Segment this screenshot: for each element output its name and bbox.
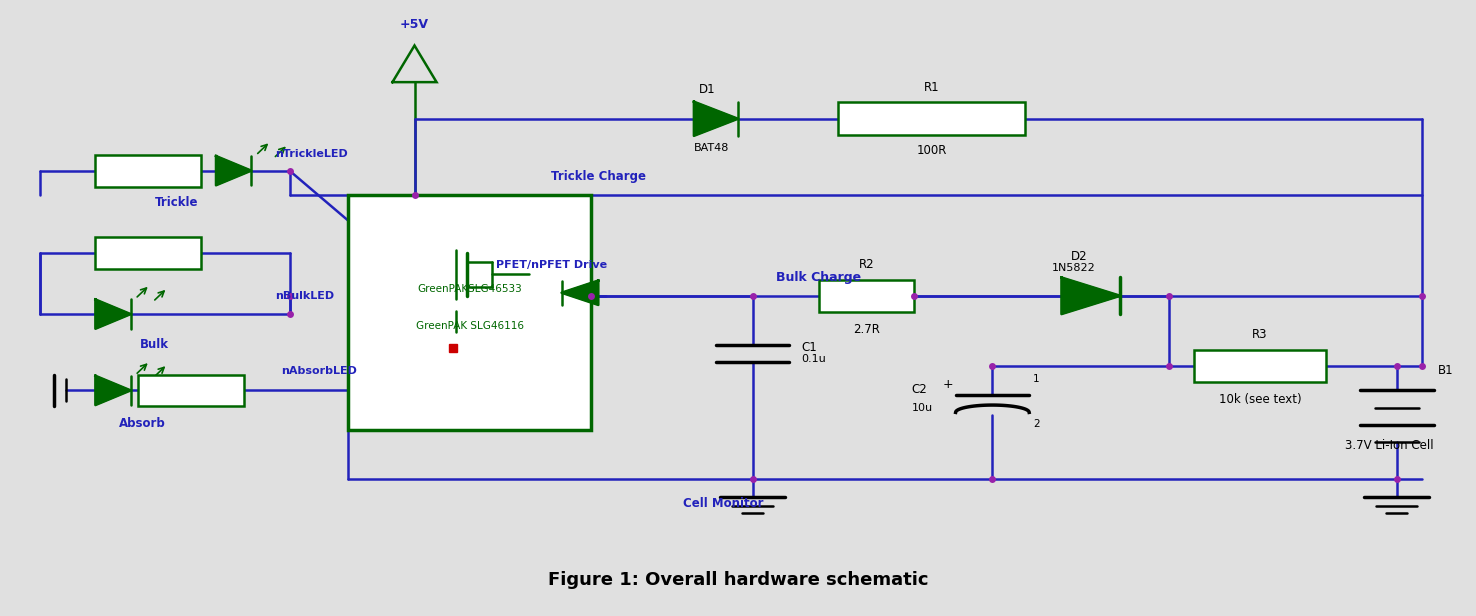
- Text: R1: R1: [924, 81, 939, 94]
- Text: Trickle: Trickle: [155, 196, 198, 209]
- Polygon shape: [1061, 277, 1120, 314]
- Polygon shape: [561, 280, 598, 305]
- Bar: [139, 375, 244, 407]
- Text: nAbsorbLED: nAbsorbLED: [280, 366, 357, 376]
- Text: 1N5822: 1N5822: [1051, 263, 1095, 274]
- Text: Absorb: Absorb: [120, 418, 165, 431]
- Polygon shape: [215, 156, 251, 185]
- Text: nBulkLED: nBulkLED: [275, 291, 334, 301]
- Text: 3.7V Li-Ion Cell: 3.7V Li-Ion Cell: [1345, 439, 1433, 452]
- Text: Cell Monitor: Cell Monitor: [683, 497, 763, 510]
- Text: 2.7R: 2.7R: [853, 323, 880, 336]
- Text: 2: 2: [1033, 419, 1039, 429]
- Text: C1: C1: [801, 341, 818, 354]
- Text: R3: R3: [1252, 328, 1268, 341]
- Bar: [96, 237, 201, 269]
- Polygon shape: [96, 299, 131, 329]
- Text: 1: 1: [1033, 375, 1039, 384]
- Polygon shape: [694, 102, 738, 136]
- Text: Bulk: Bulk: [140, 338, 168, 351]
- Text: 0.1u: 0.1u: [801, 354, 827, 363]
- Bar: [819, 280, 915, 312]
- Text: B1: B1: [1438, 365, 1454, 378]
- Text: BAT48: BAT48: [694, 143, 729, 153]
- Text: GreenPAKSLG46533: GreenPAKSLG46533: [418, 285, 523, 294]
- Text: Trickle Charge: Trickle Charge: [551, 170, 646, 183]
- Text: +5V: +5V: [400, 18, 430, 31]
- Bar: [96, 155, 201, 187]
- Text: nTrickleLED: nTrickleLED: [275, 148, 348, 158]
- Text: Figure 1: Overall hardware schematic: Figure 1: Overall hardware schematic: [548, 570, 928, 589]
- Text: 10k (see text): 10k (see text): [1219, 393, 1302, 406]
- Bar: [348, 195, 590, 430]
- Text: GreenPAK SLG46116: GreenPAK SLG46116: [416, 321, 524, 331]
- Polygon shape: [96, 376, 131, 405]
- Text: 10u: 10u: [912, 402, 933, 413]
- Text: Bulk Charge: Bulk Charge: [776, 271, 862, 284]
- Text: 100R: 100R: [917, 144, 946, 157]
- Text: R2: R2: [859, 257, 874, 270]
- Text: +: +: [943, 378, 953, 391]
- Text: PFET/nPFET Drive: PFET/nPFET Drive: [496, 261, 607, 270]
- Bar: [838, 102, 1024, 136]
- Bar: [1194, 350, 1325, 382]
- Text: D2: D2: [1070, 249, 1088, 262]
- Text: D1: D1: [698, 83, 716, 96]
- Text: C2: C2: [912, 383, 927, 395]
